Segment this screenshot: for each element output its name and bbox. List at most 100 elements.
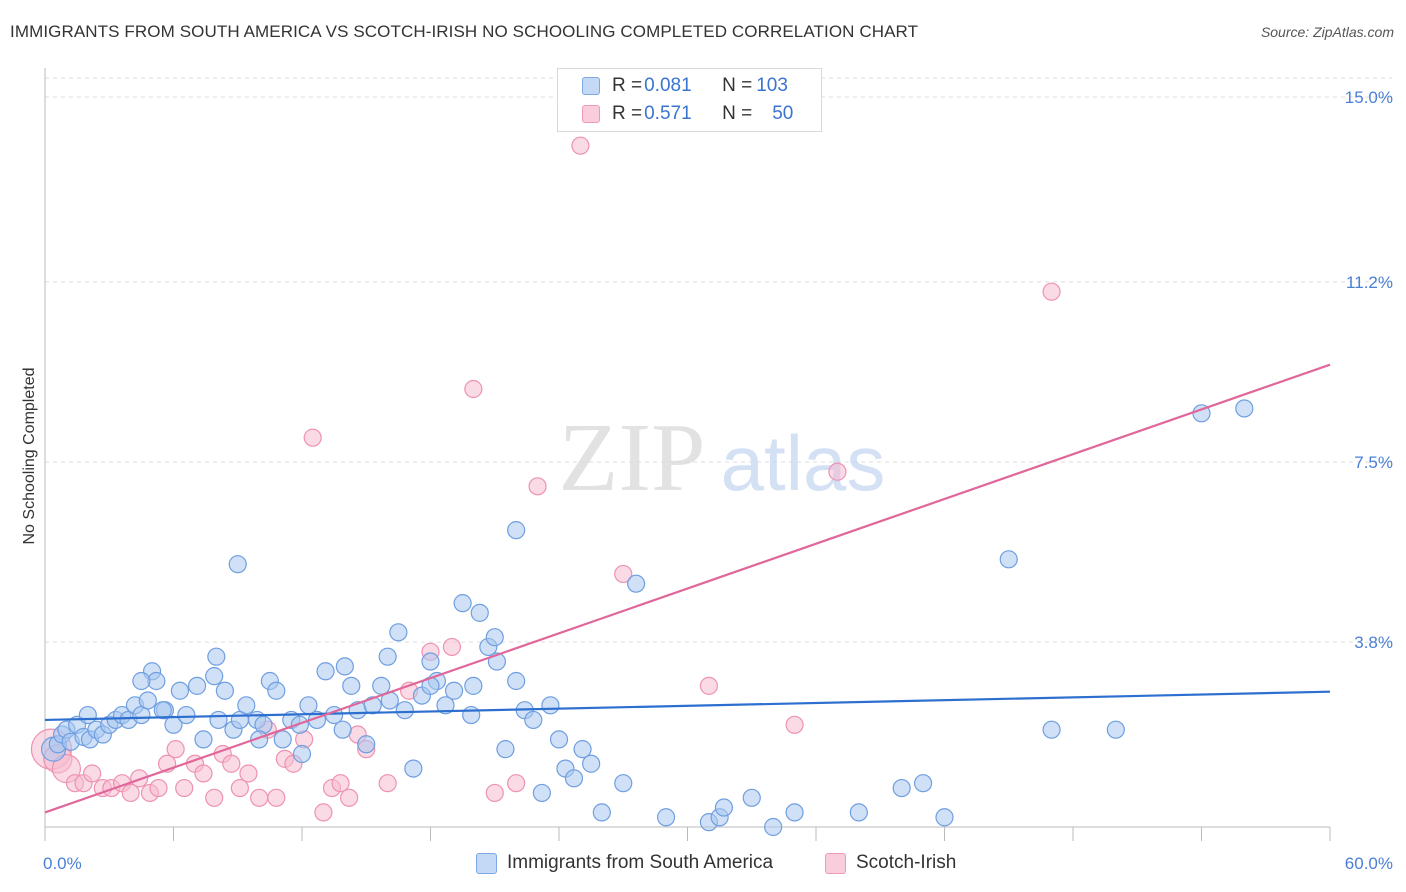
trend-lines xyxy=(44,363,1331,814)
south-america-point xyxy=(1106,720,1125,739)
south-america-point xyxy=(357,735,376,754)
scotch-irish-point xyxy=(267,788,286,807)
scotch-irish-point xyxy=(121,783,140,803)
scotch-irish-point xyxy=(130,769,149,788)
south-america-point xyxy=(237,696,256,715)
legend-n-label: N = xyxy=(722,75,753,96)
grid-lines xyxy=(45,77,1392,643)
bottom-swatch-pink xyxy=(825,852,846,874)
south-america-point xyxy=(496,740,515,759)
scotch-irish-point xyxy=(1042,282,1061,301)
south-america-point xyxy=(453,594,472,613)
south-america-trend-line xyxy=(44,690,1331,722)
south-america-point xyxy=(395,701,414,720)
south-america-point xyxy=(209,710,228,730)
south-america-point xyxy=(1235,399,1254,418)
south-america-point xyxy=(892,778,911,798)
south-america-point xyxy=(389,623,408,642)
scotch-irish-point xyxy=(378,774,397,793)
south-america-point xyxy=(290,715,309,734)
south-america-point xyxy=(656,808,676,827)
south-america-point xyxy=(267,681,286,700)
bottom-legend-south-america: Immigrants from South America xyxy=(476,852,773,874)
south-america-point xyxy=(404,759,423,778)
y-tick-label: 15.0% xyxy=(1345,88,1393,107)
south-america-point xyxy=(573,740,592,759)
south-america-point xyxy=(742,788,761,807)
bottom-legend-label: Immigrants from South America xyxy=(507,852,774,873)
south-america-point xyxy=(132,671,151,691)
south-america-point xyxy=(524,710,543,730)
south-america-point xyxy=(764,817,783,837)
legend-swatch-blue xyxy=(582,77,600,95)
south-america-point xyxy=(170,681,190,700)
scotch-irish-point xyxy=(149,778,168,798)
south-america-point xyxy=(582,754,601,773)
legend-r-label: R = xyxy=(612,103,643,124)
scotch-irish-point xyxy=(166,740,185,759)
south-america-point xyxy=(626,574,646,593)
south-america-point xyxy=(564,769,584,788)
south-america-point xyxy=(1042,720,1061,739)
legend-row-scotch-irish: R = 0.571 N = 50 xyxy=(582,101,793,127)
south-america-point xyxy=(333,720,352,739)
source-label: Source: ZipAtlas.com xyxy=(1260,24,1394,40)
scotch-irish-point xyxy=(303,428,322,447)
south-america-point xyxy=(177,705,196,725)
watermark-atlas: atlas xyxy=(721,419,886,507)
y-axis-label: No Schooling Completed xyxy=(21,368,38,545)
south-america-point xyxy=(549,730,569,749)
y-tick-labels: 3.8% 7.5% 11.2% 15.0% xyxy=(1345,88,1393,652)
south-america-point xyxy=(378,647,397,666)
scotch-irish-point xyxy=(828,462,847,481)
scotch-irish-point xyxy=(340,788,359,807)
south-america-point xyxy=(999,550,1018,569)
south-america-point xyxy=(215,681,234,700)
legend-swatch-pink xyxy=(582,105,600,123)
south-america-point xyxy=(316,662,335,681)
scotch-irish-point xyxy=(83,764,102,783)
south-america-point xyxy=(470,603,489,622)
south-america-point xyxy=(444,681,464,700)
south-america-point xyxy=(292,744,312,764)
scotch-irish-point xyxy=(250,788,269,807)
scotch-irish-point xyxy=(785,715,804,734)
scotch-irish-point xyxy=(528,477,547,496)
south-america-point xyxy=(462,705,481,725)
south-america-point xyxy=(614,774,633,793)
south-america-point xyxy=(421,652,440,671)
scotch-irish-point xyxy=(230,778,249,798)
south-america-point xyxy=(78,705,97,725)
bottom-legend-label: Scotch-Irish xyxy=(856,852,957,873)
scotch-irish-point xyxy=(442,637,462,657)
scotch-irish-point xyxy=(699,676,719,695)
scotch-irish-point xyxy=(485,783,504,803)
axes xyxy=(44,68,1331,841)
scotch-irish-point xyxy=(571,136,590,155)
south-america-point xyxy=(205,667,224,686)
scotch-irish-point xyxy=(239,764,258,783)
legend-r-value: 0.081 xyxy=(644,75,692,96)
south-america-point xyxy=(913,774,933,793)
correlation-legend: R = 0.081 N = 103 R = 0.571 N = 50 xyxy=(557,68,822,132)
south-america-point xyxy=(485,628,504,647)
watermark-zip: ZIP xyxy=(559,404,706,512)
x-tick-label: 0.0% xyxy=(43,854,82,873)
legend-row-south-america: R = 0.081 N = 103 xyxy=(582,73,788,99)
south-america-point xyxy=(785,803,804,822)
scotch-irish-point xyxy=(507,774,526,793)
legend-r-value: 0.571 xyxy=(644,103,692,124)
scotch-irish-point xyxy=(222,754,241,773)
x-tick-label: 60.0% xyxy=(1345,854,1393,873)
south-america-point xyxy=(541,696,560,715)
scotch-irish-point xyxy=(464,379,483,399)
scotch-irish-point xyxy=(175,778,194,798)
scotch-irish-point xyxy=(194,764,213,783)
bottom-legend-scotch-irish: Scotch-Irish xyxy=(825,852,956,874)
scotch-irish-point xyxy=(331,774,350,793)
scotch-irish-trend-line xyxy=(44,363,1331,814)
south-america-point xyxy=(464,676,483,695)
legend-n-value: 50 xyxy=(772,103,794,124)
south-america-point xyxy=(335,657,354,676)
